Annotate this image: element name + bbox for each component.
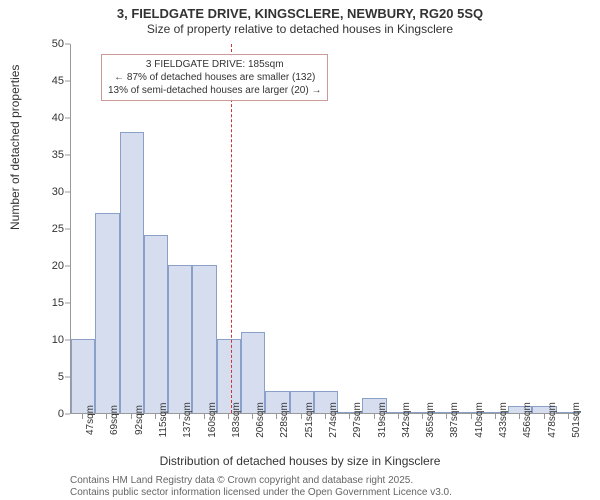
x-tick-mark (471, 414, 472, 419)
x-tick-mark (155, 414, 156, 419)
x-tick-label: 274sqm (328, 402, 339, 438)
y-tick-label: 40 (34, 112, 64, 124)
x-tick-label: 206sqm (255, 402, 266, 438)
x-tick-mark (446, 414, 447, 419)
x-tick-mark (276, 414, 277, 419)
x-tick-label: 478sqm (547, 402, 558, 438)
histogram-bar (144, 235, 168, 413)
y-tick-label: 50 (34, 38, 64, 50)
x-tick-label: 115sqm (158, 403, 169, 438)
y-tick-mark (65, 44, 70, 45)
x-tick-label: 183sqm (231, 402, 242, 438)
histogram-chart: 3, FIELDGATE DRIVE, KINGSCLERE, NEWBURY,… (0, 0, 600, 500)
plot-area: 3 FIELDGATE DRIVE: 185sqm← 87% of detach… (70, 44, 580, 414)
histogram-bar (168, 265, 192, 413)
y-tick-label: 45 (34, 75, 64, 87)
x-tick-mark (374, 414, 375, 419)
x-tick-mark (131, 414, 132, 419)
y-tick-label: 0 (34, 408, 64, 420)
x-tick-mark (252, 414, 253, 419)
y-tick-mark (65, 229, 70, 230)
x-tick-mark (568, 414, 569, 419)
histogram-bar (120, 132, 144, 413)
chart-title: 3, FIELDGATE DRIVE, KINGSCLERE, NEWBURY,… (0, 6, 600, 21)
x-tick-label: 47sqm (85, 405, 96, 435)
annotation-line: 3 FIELDGATE DRIVE: 185sqm (108, 58, 321, 71)
y-tick-label: 30 (34, 186, 64, 198)
y-axis-label: Number of detached properties (8, 65, 22, 230)
histogram-bar (241, 332, 265, 413)
y-tick-mark (65, 155, 70, 156)
x-axis-label: Distribution of detached houses by size … (0, 454, 600, 468)
annotation-line: 13% of semi-detached houses are larger (… (108, 84, 321, 97)
y-tick-label: 25 (34, 223, 64, 235)
x-tick-mark (204, 414, 205, 419)
x-tick-mark (301, 414, 302, 419)
footer-copyright-1: Contains HM Land Registry data © Crown c… (70, 475, 413, 486)
footer-copyright-2: Contains public sector information licen… (70, 487, 452, 498)
x-tick-label: 137sqm (182, 402, 193, 438)
y-tick-mark (65, 192, 70, 193)
x-tick-label: 342sqm (401, 402, 412, 438)
x-tick-label: 433sqm (498, 402, 509, 438)
x-tick-mark (544, 414, 545, 419)
histogram-bar (71, 339, 95, 413)
x-tick-label: 228sqm (279, 402, 290, 438)
x-tick-label: 456sqm (522, 402, 533, 438)
x-tick-label: 319sqm (377, 402, 388, 438)
annotation-line: ← 87% of detached houses are smaller (13… (108, 71, 321, 84)
y-tick-label: 15 (34, 297, 64, 309)
histogram-bar (192, 265, 216, 413)
x-tick-label: 297sqm (352, 402, 363, 438)
x-tick-mark (106, 414, 107, 419)
y-tick-label: 35 (34, 149, 64, 161)
y-tick-label: 10 (34, 334, 64, 346)
x-tick-label: 410sqm (474, 402, 485, 438)
x-tick-label: 365sqm (425, 402, 436, 438)
y-tick-mark (65, 81, 70, 82)
y-tick-mark (65, 303, 70, 304)
x-tick-label: 160sqm (207, 402, 218, 438)
y-tick-mark (65, 377, 70, 378)
y-tick-mark (65, 118, 70, 119)
x-tick-mark (519, 414, 520, 419)
x-tick-mark (349, 414, 350, 419)
y-tick-mark (65, 340, 70, 341)
chart-subtitle: Size of property relative to detached ho… (0, 22, 600, 36)
x-tick-label: 251sqm (304, 402, 315, 438)
x-tick-label: 387sqm (449, 402, 460, 438)
y-tick-mark (65, 414, 70, 415)
x-tick-mark (325, 414, 326, 419)
y-tick-mark (65, 266, 70, 267)
x-tick-mark (398, 414, 399, 419)
x-tick-mark (228, 414, 229, 419)
x-tick-label: 92sqm (134, 405, 145, 435)
x-tick-mark (82, 414, 83, 419)
x-tick-mark (422, 414, 423, 419)
x-tick-label: 501sqm (571, 402, 582, 438)
histogram-bar (95, 213, 119, 413)
annotation-box: 3 FIELDGATE DRIVE: 185sqm← 87% of detach… (101, 54, 328, 101)
x-tick-label: 69sqm (109, 405, 120, 435)
y-tick-label: 20 (34, 260, 64, 272)
y-tick-label: 5 (34, 371, 64, 383)
x-tick-mark (495, 414, 496, 419)
x-tick-mark (179, 414, 180, 419)
